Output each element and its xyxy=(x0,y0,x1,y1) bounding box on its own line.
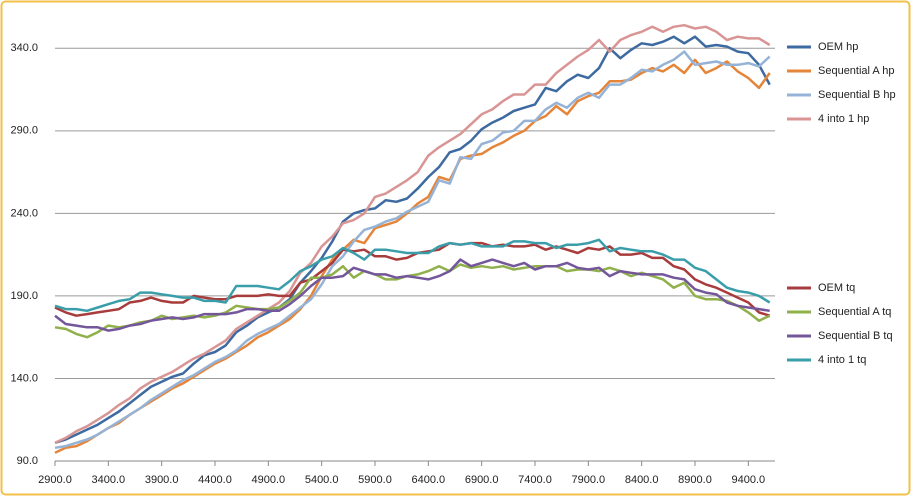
x-tick-label: 3400.0 xyxy=(92,474,126,486)
series-line xyxy=(54,241,771,317)
legend-label: 4 into 1 hp xyxy=(818,113,869,125)
x-tick-label: 4900.0 xyxy=(252,474,286,486)
x-tick-label: 9400.0 xyxy=(732,474,766,486)
legend-label: OEM tq xyxy=(818,282,855,294)
x-tick-label: 4400.0 xyxy=(198,474,232,486)
y-tick-label: 140.0 xyxy=(10,372,38,384)
x-tick-label: 3900.0 xyxy=(145,474,179,486)
x-tick-label: 7400.0 xyxy=(518,474,552,486)
series-line xyxy=(54,50,771,450)
x-tick-label: 2900.0 xyxy=(38,474,72,486)
x-tick-label: 5900.0 xyxy=(358,474,392,486)
y-tick-label: 190.0 xyxy=(10,290,38,302)
legend-label: OEM hp xyxy=(818,41,858,53)
x-tick-label: 7900.0 xyxy=(572,474,606,486)
x-tick-label: 8900.0 xyxy=(678,474,712,486)
x-tick-label: 6900.0 xyxy=(465,474,499,486)
y-tick-label: 290.0 xyxy=(10,125,38,137)
series-line xyxy=(54,23,771,444)
y-tick-label: 90.0 xyxy=(17,455,38,467)
legend-label: 4 into 1 tq xyxy=(818,354,866,366)
y-tick-label: 240.0 xyxy=(10,207,38,219)
legend-label: Sequential A tq xyxy=(818,306,891,318)
series-line xyxy=(54,238,771,313)
x-tick-label: 5400.0 xyxy=(305,474,339,486)
series-line xyxy=(54,35,771,444)
legend-label: Sequential B hp xyxy=(818,89,896,101)
x-tick-label: 8400.0 xyxy=(625,474,659,486)
y-tick-label: 340.0 xyxy=(10,42,38,54)
series-line xyxy=(54,258,770,332)
x-tick-label: 6400.0 xyxy=(412,474,446,486)
legend-label: Sequential B tq xyxy=(818,330,893,342)
legend-label: Sequential A hp xyxy=(818,65,894,77)
